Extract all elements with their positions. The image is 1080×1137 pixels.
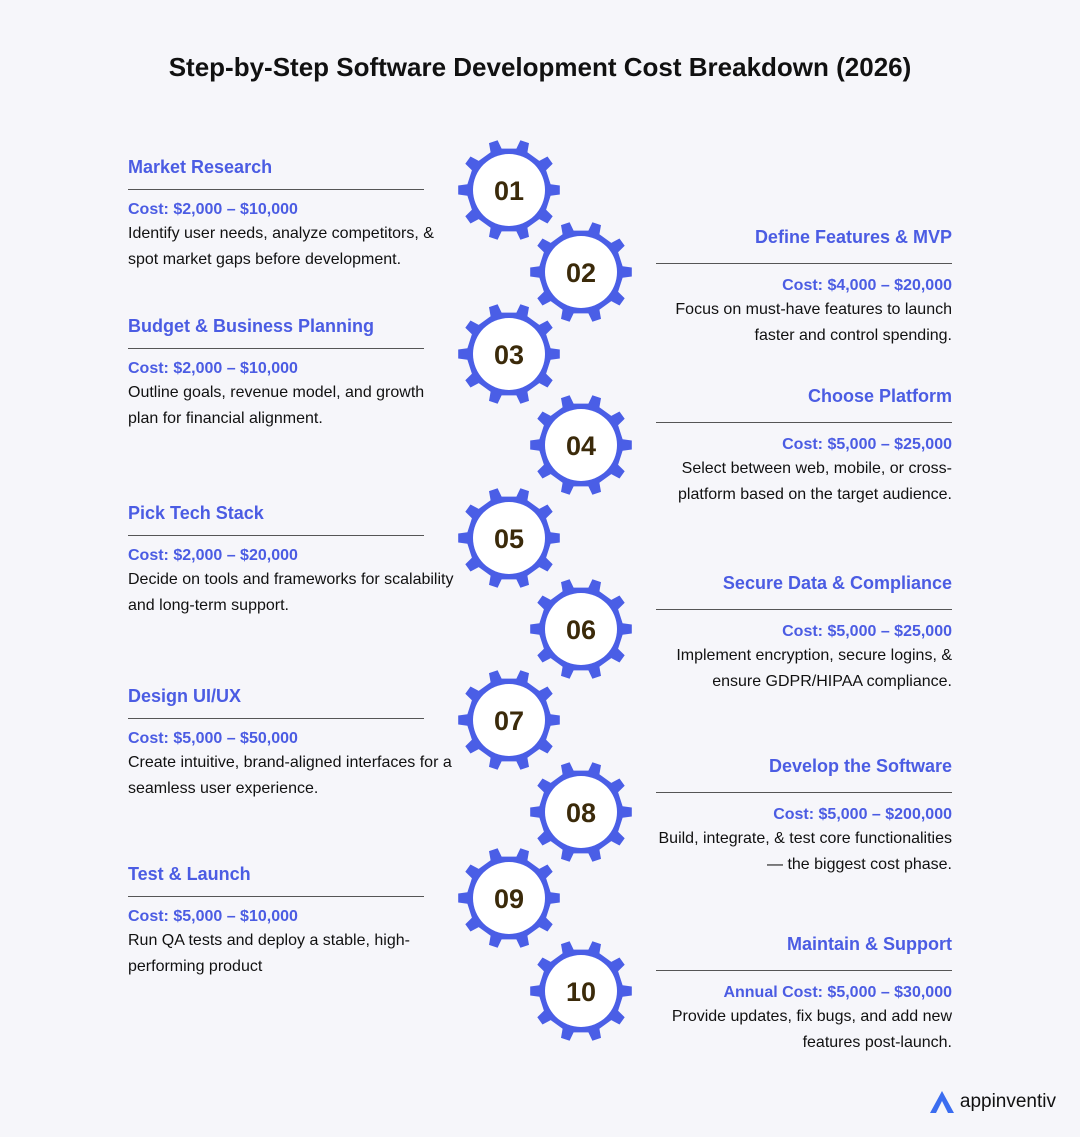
- step: Secure Data & Compliance Cost: $5,000 – $…: [656, 571, 952, 695]
- step-number: 03: [494, 340, 524, 370]
- logo-text: appinventiv: [959, 1091, 1056, 1112]
- title: Step-by-Step Software Development Cost B…: [168, 52, 912, 82]
- step-title: Maintain & Support: [787, 934, 952, 954]
- step: Develop the Software Cost: $5,000 – $200,…: [656, 754, 952, 878]
- logo: appinventiv: [928, 1089, 1056, 1115]
- step-cost: Annual Cost: $5,000 – $30,000: [723, 984, 952, 1001]
- step-title: Choose Platform: [807, 386, 952, 406]
- divider: [656, 970, 952, 971]
- step-title: Test & Launch: [128, 864, 251, 884]
- step-cost: Cost: $5,000 – $50,000: [128, 730, 298, 747]
- step-cost: Cost: $2,000 – $10,000: [128, 201, 298, 218]
- step: Market Research Cost: $2,000 – $10,000 Ide…: [128, 155, 458, 273]
- step-description: Focus on must-have features to launch fa…: [675, 301, 952, 344]
- divider: [656, 422, 952, 423]
- divider: [128, 348, 424, 349]
- step-number: 08: [566, 798, 596, 828]
- gear-hub: [545, 776, 617, 848]
- divider: [656, 263, 952, 264]
- step-cost: Cost: $5,000 – $25,000: [782, 623, 952, 640]
- step-cost: Cost: $4,000 – $20,000: [782, 277, 952, 294]
- step-description: Identify user needs, analyze competitors…: [128, 225, 434, 268]
- step-number: 06: [566, 615, 596, 645]
- step-cost: Cost: $2,000 – $10,000: [128, 360, 298, 377]
- step-number: 05: [494, 524, 524, 554]
- step: Budget & Business Planning Cost: $2,000 –…: [128, 314, 458, 432]
- step: Test & Launch Cost: $5,000 – $10,000 Run Q…: [128, 862, 458, 980]
- gear-hub: [545, 236, 617, 308]
- step: Define Features & MVP Cost: $4,000 – $20,…: [656, 225, 952, 349]
- step-title: Define Features & MVP: [754, 227, 952, 247]
- step-description: Implement encryption, secure logins, & e…: [676, 647, 952, 690]
- step-title: Budget & Business Planning: [128, 316, 375, 336]
- step-title: Design UI/UX: [128, 686, 242, 706]
- step-cost: Cost: $5,000 – $25,000: [782, 436, 952, 453]
- step-number: 04: [566, 431, 596, 461]
- step-number: 10: [566, 977, 596, 1007]
- step-description: Decide on tools and frameworks for scala…: [128, 571, 454, 614]
- gear-hub: [473, 502, 545, 574]
- divider: [128, 896, 424, 897]
- step-description: Provide updates, fix bugs, and add new f…: [671, 1008, 952, 1051]
- step-title: Market Research: [128, 157, 273, 177]
- step-description: Select between web, mobile, or cross-pla…: [678, 460, 952, 503]
- step: Pick Tech Stack Cost: $2,000 – $20,000 Dec…: [128, 501, 458, 619]
- step: Maintain & Support Annual Cost: $5,000 – …: [656, 932, 952, 1056]
- step-description: Outline goals, revenue model, and growth…: [128, 384, 425, 427]
- step-title: Secure Data & Compliance: [722, 573, 952, 593]
- gear-hub: [545, 593, 617, 665]
- gear-hub: [545, 955, 617, 1027]
- step-title: Develop the Software: [768, 756, 952, 776]
- step-description: Build, integrate, & test core functional…: [658, 830, 953, 873]
- logo-icon: [929, 1091, 954, 1113]
- gear-hub: [473, 684, 545, 756]
- gear-hub: [473, 862, 545, 934]
- step-number: 07: [494, 706, 524, 736]
- divider: [128, 718, 424, 719]
- step: Design UI/UX Cost: $5,000 – $50,000 Create…: [128, 684, 458, 802]
- gear-hub: [473, 154, 545, 226]
- divider: [128, 535, 424, 536]
- divider: [656, 792, 952, 793]
- step-title: Pick Tech Stack: [128, 503, 264, 523]
- gear-hub: [473, 318, 545, 390]
- divider: [656, 609, 952, 610]
- step: Choose Platform Cost: $5,000 – $25,000 Sel…: [656, 384, 952, 508]
- step-description: Run QA tests and deploy a stable, high-p…: [128, 932, 410, 975]
- divider: [128, 189, 424, 190]
- step-cost: Cost: $5,000 – $200,000: [773, 806, 952, 823]
- step-number: 02: [566, 258, 596, 288]
- step-description: Create intuitive, brand-aligned interfac…: [128, 754, 452, 797]
- step-number: 01: [494, 176, 524, 206]
- step-cost: Cost: $2,000 – $20,000: [128, 547, 298, 564]
- step-number: 09: [494, 884, 524, 914]
- step-cost: Cost: $5,000 – $10,000: [128, 908, 298, 925]
- gear-hub: [545, 409, 617, 481]
